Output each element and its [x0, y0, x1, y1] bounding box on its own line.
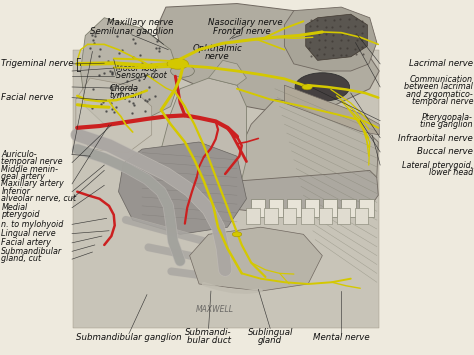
Text: Sublingual: Sublingual: [247, 328, 293, 338]
Polygon shape: [264, 208, 278, 224]
Polygon shape: [323, 199, 337, 217]
Polygon shape: [305, 199, 319, 217]
Polygon shape: [209, 60, 246, 85]
Text: Trigeminal nerve: Trigeminal nerve: [1, 59, 74, 69]
Text: Lacrimal nerve: Lacrimal nerve: [409, 59, 473, 69]
Polygon shape: [190, 227, 322, 291]
Text: lower head: lower head: [429, 168, 473, 177]
Ellipse shape: [167, 59, 188, 69]
Text: temporal nerve: temporal nerve: [1, 157, 63, 166]
FancyBboxPatch shape: [379, 0, 474, 355]
FancyBboxPatch shape: [73, 50, 379, 328]
Polygon shape: [319, 208, 332, 224]
Text: Submandibular ganglion: Submandibular ganglion: [76, 333, 182, 343]
Text: Chorda: Chorda: [110, 84, 139, 93]
Text: and zygomatico-: and zygomatico-: [406, 89, 473, 99]
Polygon shape: [355, 208, 368, 224]
Text: tympani: tympani: [110, 91, 143, 100]
Text: Frontal nerve: Frontal nerve: [213, 27, 271, 37]
Ellipse shape: [232, 232, 242, 237]
Text: Communication: Communication: [410, 75, 473, 84]
Polygon shape: [359, 199, 374, 217]
Polygon shape: [81, 18, 180, 124]
Polygon shape: [251, 199, 265, 217]
Polygon shape: [301, 208, 314, 224]
Text: between lacrimal: between lacrimal: [404, 82, 473, 92]
Text: bular duct: bular duct: [187, 335, 230, 345]
Polygon shape: [341, 199, 356, 217]
Text: temporal nerve: temporal nerve: [411, 97, 473, 106]
Text: Auriculo-: Auriculo-: [1, 150, 37, 159]
FancyBboxPatch shape: [0, 0, 73, 355]
Text: nerve: nerve: [205, 51, 229, 61]
Polygon shape: [306, 14, 367, 60]
Text: MAXWELL: MAXWELL: [196, 305, 234, 314]
Polygon shape: [246, 208, 260, 224]
Text: Maxillary artery: Maxillary artery: [1, 179, 64, 189]
Text: Infraorbital nerve: Infraorbital nerve: [398, 134, 473, 143]
Polygon shape: [76, 78, 152, 153]
Text: tine ganglion: tine ganglion: [420, 120, 473, 130]
Polygon shape: [228, 170, 378, 215]
Text: Submandibular: Submandibular: [1, 247, 63, 256]
Polygon shape: [118, 142, 246, 234]
FancyBboxPatch shape: [73, 328, 379, 355]
Text: Medial: Medial: [1, 203, 27, 212]
Text: Submandi-: Submandi-: [185, 328, 232, 338]
Text: Mental nerve: Mental nerve: [313, 333, 370, 343]
Ellipse shape: [295, 73, 350, 101]
Text: n. to mylohyoid: n. to mylohyoid: [1, 220, 64, 229]
Text: Facial nerve: Facial nerve: [1, 93, 54, 102]
Ellipse shape: [302, 84, 312, 90]
Polygon shape: [156, 78, 246, 227]
Text: pterygoid: pterygoid: [1, 210, 40, 219]
Text: Ophthalmic: Ophthalmic: [192, 44, 242, 54]
Text: gland: gland: [258, 335, 282, 345]
Polygon shape: [284, 85, 379, 135]
Text: Lingual nerve: Lingual nerve: [1, 229, 56, 238]
Polygon shape: [156, 4, 379, 114]
Polygon shape: [269, 199, 283, 217]
Text: gland, cut: gland, cut: [1, 254, 42, 263]
Polygon shape: [337, 208, 350, 224]
Polygon shape: [287, 199, 301, 217]
Text: Inferior: Inferior: [1, 187, 30, 196]
Polygon shape: [283, 208, 296, 224]
FancyBboxPatch shape: [73, 0, 379, 50]
Ellipse shape: [171, 65, 194, 77]
Text: Motor root: Motor root: [116, 64, 158, 73]
Text: Sensory root: Sensory root: [116, 71, 167, 81]
Text: Nasociliary nerve: Nasociliary nerve: [208, 17, 283, 27]
Polygon shape: [237, 99, 378, 213]
Text: Lateral pterygoid,: Lateral pterygoid,: [402, 160, 473, 170]
Text: Semilunar ganglion: Semilunar ganglion: [90, 27, 173, 37]
Text: Buccal nerve: Buccal nerve: [417, 147, 473, 157]
Text: Pterygopalа-: Pterygopalа-: [422, 113, 473, 122]
Text: Middle menin-: Middle menin-: [1, 165, 58, 174]
Text: Facial artery: Facial artery: [1, 238, 51, 247]
Text: geal artery: geal artery: [1, 172, 45, 181]
Text: Maxillary nerve: Maxillary nerve: [107, 17, 173, 27]
Text: alveolar nerve, cut: alveolar nerve, cut: [1, 194, 76, 203]
Polygon shape: [284, 7, 377, 71]
